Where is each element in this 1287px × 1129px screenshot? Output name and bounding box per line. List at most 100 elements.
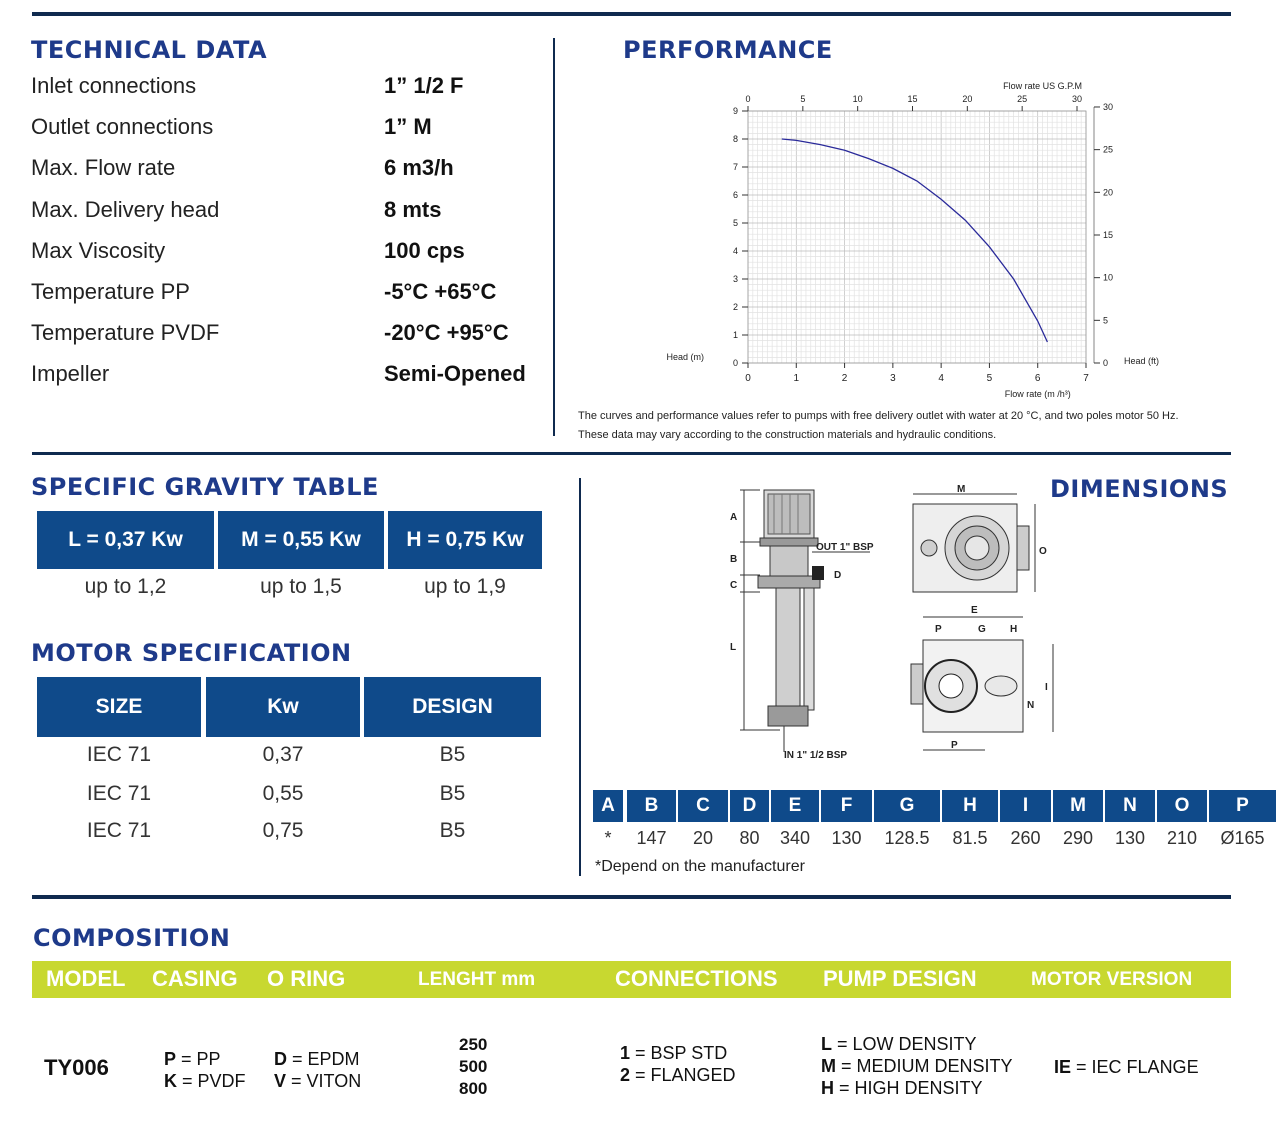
dim-label-a: A bbox=[730, 512, 737, 523]
dimension-header-a: A bbox=[593, 790, 623, 822]
spec-value: -20°C +95°C bbox=[384, 320, 509, 346]
specific-gravity-title: SPECIFIC GRAVITY TABLE bbox=[31, 473, 379, 501]
dimensions-footnote: *Depend on the manufacturer bbox=[595, 858, 805, 875]
dimension-value-o: 210 bbox=[1166, 828, 1198, 848]
casing-code: P bbox=[164, 1049, 177, 1069]
dim-label-in: IN 1" 1/2 BSP bbox=[784, 750, 847, 761]
performance-note-1: The curves and performance values refer … bbox=[578, 410, 1179, 422]
gravity-value-m: up to 1,5 bbox=[260, 575, 342, 598]
composition-header-connections: CONNECTIONS bbox=[615, 966, 778, 991]
spec-value: 6 m3/h bbox=[384, 155, 454, 181]
dimension-header-n: N bbox=[1105, 790, 1155, 822]
composition-header-bar bbox=[32, 961, 1231, 998]
gravity-value-h: up to 1,9 bbox=[424, 575, 506, 598]
pump-design-code: M bbox=[821, 1056, 836, 1076]
dimension-value-b: 147 bbox=[636, 828, 667, 848]
pump-design-option-3: H = HIGH DENSITY bbox=[821, 1078, 983, 1099]
y-tick-label: 7 bbox=[733, 162, 738, 172]
x-axis-label: Flow rate (m /h³) bbox=[1005, 389, 1071, 399]
dimension-value-a: * bbox=[604, 828, 612, 848]
motor-row-3-kw: 0,75 bbox=[262, 819, 304, 842]
dimension-value-n: 130 bbox=[1114, 828, 1146, 848]
motor-version-text: = IEC FLANGE bbox=[1076, 1057, 1199, 1077]
dimension-value-f: 130 bbox=[831, 828, 862, 848]
pump-design-option-2: M = MEDIUM DENSITY bbox=[821, 1056, 1013, 1077]
dim-label-e: E bbox=[971, 605, 978, 616]
x-top-tick-label: 30 bbox=[1072, 94, 1082, 104]
y-right-axis-label: Head (ft) bbox=[1124, 356, 1159, 366]
y-tick-label: 9 bbox=[733, 106, 738, 116]
composition-header-model: MODEL bbox=[46, 966, 126, 991]
dim-label-o: O bbox=[1039, 546, 1047, 557]
dim-label-h: H bbox=[1010, 624, 1017, 635]
length-option-2: 500 bbox=[459, 1057, 488, 1076]
composition-header-length: LENGHT mm bbox=[418, 969, 536, 990]
oring-code: D bbox=[274, 1049, 287, 1069]
dimension-value-p: Ø165 bbox=[1220, 828, 1265, 848]
dimension-header-o: O bbox=[1157, 790, 1207, 822]
casing-option-1: P = PP bbox=[164, 1049, 221, 1070]
top-divider bbox=[553, 38, 555, 436]
composition-model: TY006 bbox=[44, 1055, 109, 1080]
spec-label: Max. Flow rate bbox=[31, 155, 176, 181]
dim-label-d: D bbox=[834, 570, 841, 581]
oring-text: = EPDM bbox=[292, 1049, 360, 1069]
motor-row-2-design: B5 bbox=[439, 782, 466, 805]
spec-label: Impeller bbox=[31, 361, 110, 387]
y-right-tick-label: 5 bbox=[1103, 315, 1108, 325]
dimension-header-f: F bbox=[821, 790, 872, 822]
x-top-axis-label: Flow rate US G.P.M bbox=[1003, 81, 1082, 91]
connection-code: 1 bbox=[620, 1043, 631, 1063]
dim-label-n: N bbox=[1027, 700, 1034, 711]
pump-design-code: H bbox=[821, 1078, 834, 1098]
dimension-header-m: M bbox=[1053, 790, 1103, 822]
motor-version-code: IE bbox=[1054, 1057, 1072, 1077]
motor-version-option-1: IE = IEC FLANGE bbox=[1054, 1057, 1199, 1078]
y-tick-label: 4 bbox=[733, 246, 738, 256]
spec-label: Temperature PVDF bbox=[31, 320, 220, 346]
motor-row-2-kw: 0,55 bbox=[262, 782, 304, 805]
dimension-header-c: C bbox=[678, 790, 728, 822]
spec-label: Inlet connections bbox=[31, 73, 197, 98]
x-top-tick-label: 20 bbox=[962, 94, 972, 104]
spec-value: 100 cps bbox=[384, 237, 465, 263]
composition-header-motor-version: MOTOR VERSION bbox=[1031, 969, 1193, 990]
casing-text: = PP bbox=[181, 1049, 221, 1069]
x-top-tick-label: 10 bbox=[853, 94, 863, 104]
x-tick-label: 1 bbox=[794, 373, 800, 384]
plot-frame bbox=[747, 110, 1087, 364]
dim-label-i: I bbox=[1045, 682, 1048, 693]
motor-spec-title: MOTOR SPECIFICATION bbox=[31, 639, 352, 667]
motor-row-1-kw: 0,37 bbox=[262, 743, 304, 766]
dimension-header-e: E bbox=[771, 790, 819, 822]
spec-label: Max Viscosity bbox=[31, 237, 166, 263]
casing-text: = PVDF bbox=[182, 1071, 246, 1091]
y-tick-label: 0 bbox=[733, 358, 738, 368]
dim-label-out: OUT 1" BSP bbox=[816, 542, 874, 553]
dimension-value-i: 260 bbox=[1010, 828, 1041, 848]
y-right-tick-label: 20 bbox=[1103, 187, 1113, 197]
dimensions-title: DIMENSIONS bbox=[1050, 475, 1229, 503]
pump-side-drawing: A B C L OUT 1" BSP D IN 1" 1/2 BSP bbox=[730, 489, 874, 761]
oring-text: = VITON bbox=[291, 1071, 362, 1091]
dimension-value-e: 340 bbox=[779, 828, 811, 848]
x-tick-label: 4 bbox=[938, 373, 944, 384]
connection-code: 2 bbox=[620, 1065, 631, 1085]
dimension-header-i: I bbox=[1000, 790, 1051, 822]
dim-label-m: M bbox=[957, 484, 965, 495]
dimension-header-b: B bbox=[627, 790, 676, 822]
x-top-tick-label: 25 bbox=[1017, 94, 1027, 104]
y-right-tick-label: 25 bbox=[1103, 145, 1113, 155]
composition-title: COMPOSITION bbox=[33, 924, 231, 952]
spec-value: 8 mts bbox=[384, 196, 442, 222]
pump-design-text: = HIGH DENSITY bbox=[839, 1078, 983, 1098]
y-right-tick-label: 15 bbox=[1103, 230, 1113, 240]
motor-row-1-size: IEC 71 bbox=[86, 743, 152, 766]
connection-text: = FLANGED bbox=[635, 1065, 736, 1085]
y-right-tick-label: 10 bbox=[1103, 273, 1113, 283]
spec-label: Max. Delivery head bbox=[31, 196, 220, 222]
connection-text: = BSP STD bbox=[635, 1043, 728, 1063]
connection-option-1: 1 = BSP STD bbox=[620, 1043, 727, 1064]
technical-data-title: TECHNICAL DATA bbox=[31, 36, 268, 64]
